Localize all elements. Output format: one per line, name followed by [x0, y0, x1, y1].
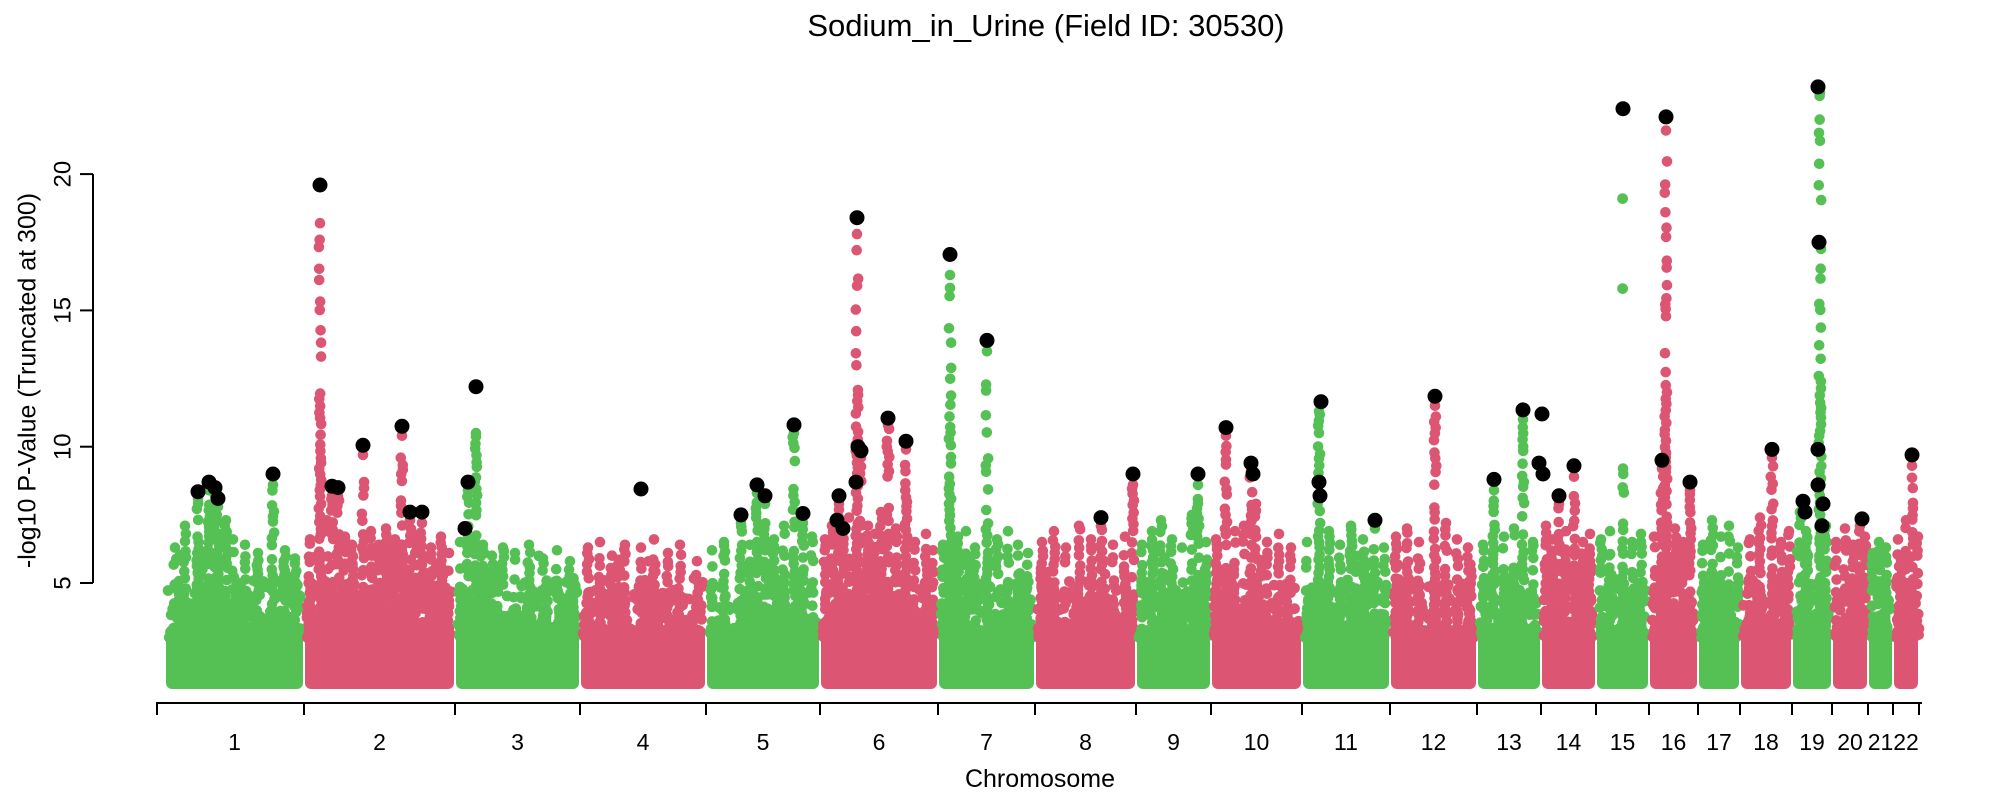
svg-text:12: 12	[1421, 729, 1447, 755]
svg-text:18: 18	[1753, 729, 1779, 755]
svg-text:7: 7	[980, 729, 993, 755]
svg-text:10: 10	[1244, 729, 1270, 755]
chart-title: Sodium_in_Urine (Field ID: 30530)	[807, 8, 1285, 43]
svg-text:4: 4	[637, 729, 650, 755]
svg-text:20: 20	[49, 161, 76, 188]
svg-text:2: 2	[373, 729, 386, 755]
svg-text:15: 15	[49, 297, 76, 324]
svg-text:19: 19	[1799, 729, 1825, 755]
svg-text:5: 5	[49, 576, 76, 589]
svg-text:8: 8	[1079, 729, 1092, 755]
svg-text:15: 15	[1610, 729, 1636, 755]
svg-text:13: 13	[1496, 729, 1522, 755]
svg-text:6: 6	[873, 729, 886, 755]
svg-text:10: 10	[49, 433, 76, 460]
svg-text:20: 20	[1837, 729, 1863, 755]
svg-text:9: 9	[1167, 729, 1180, 755]
svg-text:14: 14	[1556, 729, 1582, 755]
svg-text:17: 17	[1706, 729, 1732, 755]
svg-text:1: 1	[228, 729, 241, 755]
x-axis-label: Chromosome	[964, 765, 1116, 793]
svg-text:3: 3	[511, 729, 524, 755]
svg-text:16: 16	[1661, 729, 1687, 755]
svg-text:5: 5	[757, 729, 770, 755]
svg-text:22: 22	[1893, 729, 1919, 755]
svg-text:21: 21	[1868, 729, 1894, 755]
svg-text:11: 11	[1334, 729, 1358, 755]
